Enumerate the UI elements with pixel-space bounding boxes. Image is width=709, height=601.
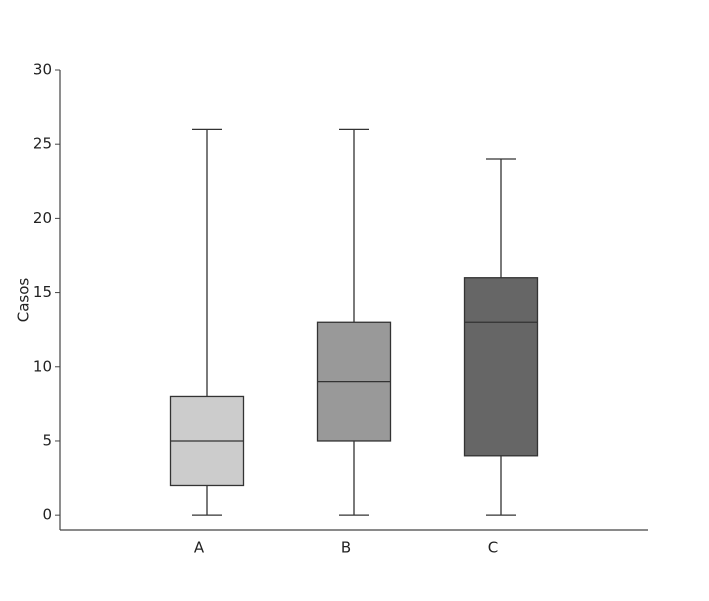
x-tick-label: A bbox=[194, 539, 205, 557]
y-tick-label: 5 bbox=[42, 431, 52, 449]
y-tick-label: 30 bbox=[33, 61, 52, 79]
y-tick-label: 0 bbox=[42, 506, 52, 524]
y-axis-label: Casos bbox=[15, 278, 33, 323]
y-tick-label: 20 bbox=[33, 209, 52, 227]
y-tick-label: 10 bbox=[33, 357, 52, 375]
box bbox=[463, 277, 539, 457]
y-tick-label: 15 bbox=[33, 283, 52, 301]
y-tick-label: 25 bbox=[33, 135, 52, 153]
x-tick-label: C bbox=[488, 539, 498, 557]
x-tick-label: B bbox=[341, 539, 351, 557]
